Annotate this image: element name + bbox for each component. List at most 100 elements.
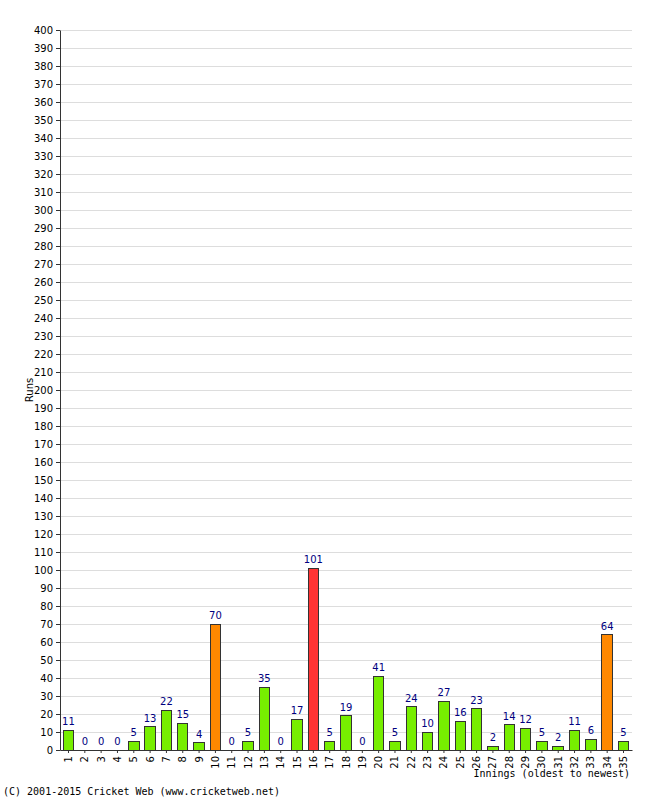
- x-tick-label: 6: [145, 756, 156, 762]
- data-label: 0: [82, 736, 88, 747]
- y-axis-line: [60, 31, 61, 751]
- data-label: 12: [519, 714, 532, 725]
- x-tick-mark: [362, 750, 363, 753]
- data-label: 0: [114, 736, 120, 747]
- y-tick: 10: [40, 727, 60, 738]
- y-tick-label: 340: [34, 133, 53, 144]
- x-axis-title: Innings (oldest to newest): [473, 768, 630, 779]
- y-tick-label: 70: [40, 619, 53, 630]
- y-tick: 350: [34, 115, 60, 126]
- y-tick-mark: [56, 426, 60, 427]
- y-tick-label: 250: [34, 295, 53, 306]
- y-tick-mark: [56, 642, 60, 643]
- bar: [341, 716, 351, 750]
- grid-line: [60, 210, 632, 211]
- x-tick-mark: [313, 750, 314, 753]
- x-tick: 3: [96, 750, 107, 762]
- grid-line: [60, 102, 632, 103]
- x-tick: 27: [487, 750, 498, 769]
- grid-line: [60, 570, 632, 571]
- x-tick: 11: [226, 750, 237, 769]
- y-tick-label: 50: [40, 655, 53, 666]
- y-tick: 370: [34, 79, 60, 90]
- y-tick-mark: [56, 120, 60, 121]
- grid-line: [60, 336, 632, 337]
- y-tick-mark: [56, 678, 60, 679]
- y-tick: 140: [34, 493, 60, 504]
- grid-line: [60, 30, 632, 31]
- data-label: 101: [304, 554, 323, 565]
- y-tick-mark: [56, 606, 60, 607]
- y-tick: 40: [40, 673, 60, 684]
- x-tick-label: 5: [128, 756, 139, 762]
- y-tick-mark: [56, 318, 60, 319]
- bar: [357, 750, 367, 751]
- bar: [80, 750, 90, 751]
- x-tick-label: 22: [406, 756, 417, 769]
- data-label: 5: [620, 727, 626, 738]
- data-label: 16: [454, 707, 467, 718]
- y-tick-mark: [56, 66, 60, 67]
- data-label: 2: [490, 732, 496, 743]
- y-tick-label: 300: [34, 205, 53, 216]
- bar: [537, 741, 547, 750]
- y-tick-mark: [56, 624, 60, 625]
- y-tick-label: 320: [34, 169, 53, 180]
- x-tick-label: 7: [161, 756, 172, 762]
- y-tick-mark: [56, 732, 60, 733]
- y-tick: 90: [40, 583, 60, 594]
- x-tick-label: 12: [243, 756, 254, 769]
- y-tick: 260: [34, 277, 60, 288]
- grid-line: [60, 120, 632, 121]
- y-tick: 290: [34, 223, 60, 234]
- grid-line: [60, 696, 632, 697]
- x-tick-label: 9: [194, 756, 205, 762]
- x-tick-mark: [150, 750, 151, 753]
- y-tick-label: 260: [34, 277, 53, 288]
- bar: [586, 739, 596, 750]
- y-tick-label: 310: [34, 187, 53, 198]
- y-tick-mark: [56, 264, 60, 265]
- grid-line: [60, 138, 632, 139]
- data-label: 17: [291, 705, 304, 716]
- y-tick-mark: [56, 714, 60, 715]
- y-tick-label: 380: [34, 61, 53, 72]
- y-tick-mark: [56, 408, 60, 409]
- y-tick-mark: [56, 498, 60, 499]
- chart: 1100051322154700535017101519041524102716…: [0, 0, 650, 800]
- x-tick-mark: [541, 750, 542, 753]
- y-tick-label: 280: [34, 241, 53, 252]
- grid-line: [60, 48, 632, 49]
- x-tick-mark: [166, 750, 167, 753]
- y-tick-label: 110: [34, 547, 53, 558]
- x-tick-label: 34: [602, 756, 613, 769]
- x-tick-mark: [623, 750, 624, 753]
- x-tick-label: 15: [292, 756, 303, 769]
- grid-line: [60, 606, 632, 607]
- grid: [60, 30, 632, 750]
- x-tick-label: 31: [553, 756, 564, 769]
- grid-line: [60, 642, 632, 643]
- bar: [178, 723, 188, 750]
- x-tick: 32: [569, 750, 580, 769]
- x-tick-label: 33: [585, 756, 596, 769]
- y-tick-label: 180: [34, 421, 53, 432]
- x-tick-label: 3: [96, 756, 107, 762]
- y-tick: 180: [34, 421, 60, 432]
- y-tick: 400: [34, 25, 60, 36]
- y-tick-label: 60: [40, 637, 53, 648]
- bar: [439, 701, 449, 750]
- data-label: 0: [98, 736, 104, 747]
- bar: [504, 725, 514, 750]
- y-tick: 300: [34, 205, 60, 216]
- data-label: 0: [229, 736, 235, 747]
- x-tick: 12: [243, 750, 254, 769]
- grid-line: [60, 588, 632, 589]
- x-tick: 25: [455, 750, 466, 769]
- data-label: 70: [209, 610, 222, 621]
- x-tick: 8: [177, 750, 188, 762]
- x-tick: 26: [471, 750, 482, 769]
- y-tick-mark: [56, 156, 60, 157]
- y-tick: 240: [34, 313, 60, 324]
- y-axis-title: Runs: [24, 378, 35, 402]
